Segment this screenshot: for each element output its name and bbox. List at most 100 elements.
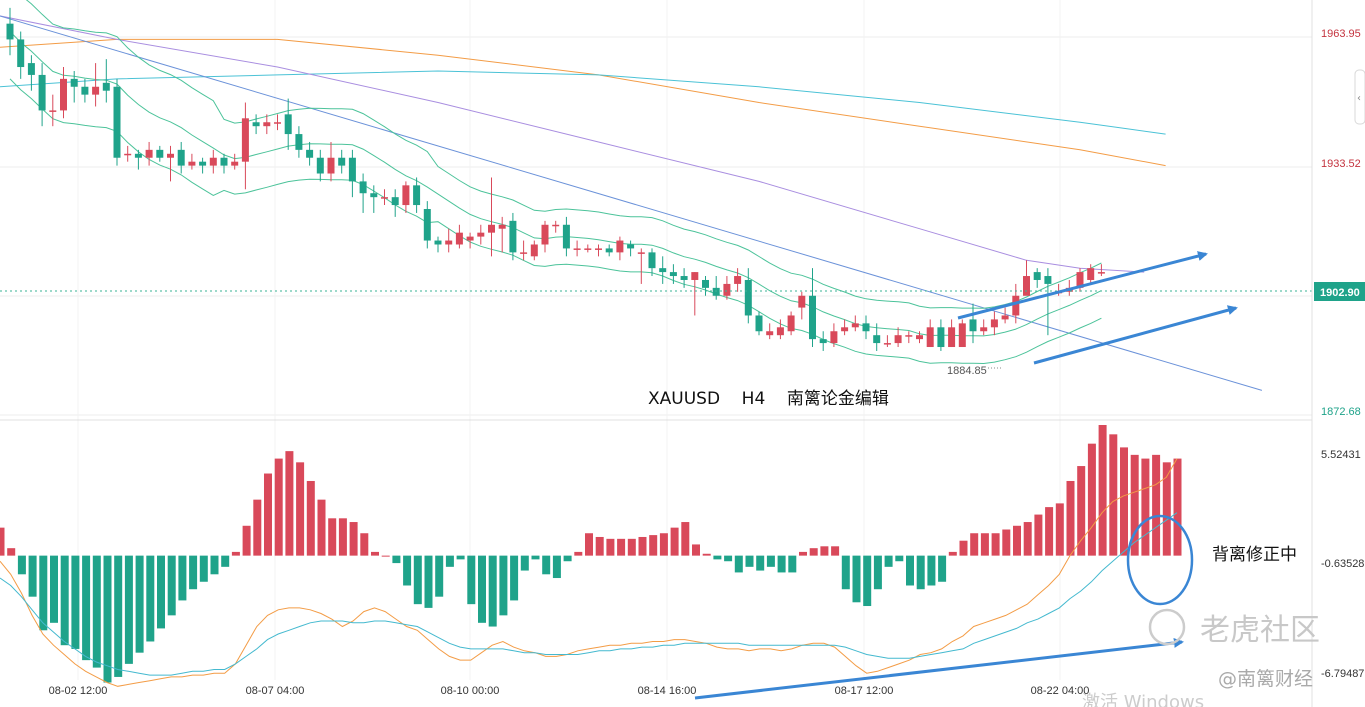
candle-body bbox=[755, 315, 763, 332]
brand-watermark: 老虎社区 bbox=[1200, 613, 1320, 648]
macd-histogram-bar bbox=[617, 538, 626, 556]
candle-body bbox=[327, 157, 335, 174]
macd-histogram-bar bbox=[456, 555, 465, 560]
candle-body bbox=[680, 276, 688, 280]
macd-histogram-bar bbox=[756, 555, 765, 571]
candle-body bbox=[841, 327, 849, 332]
macd-histogram-bar bbox=[253, 499, 262, 556]
candle-body bbox=[948, 327, 956, 348]
macd-histogram-bar bbox=[670, 527, 679, 556]
candle-body bbox=[926, 327, 934, 348]
macd-histogram-bar bbox=[17, 555, 26, 575]
macd-histogram-bar bbox=[959, 540, 968, 556]
candle-body bbox=[338, 157, 346, 166]
candle-body bbox=[605, 248, 613, 253]
candlesticks bbox=[6, 7, 1105, 351]
candle-body bbox=[306, 149, 314, 158]
candle-body bbox=[381, 197, 388, 199]
macd-histogram-bar bbox=[692, 544, 700, 556]
candle-body bbox=[712, 287, 720, 296]
candle-body bbox=[969, 319, 977, 332]
macd-histogram-bar bbox=[114, 555, 123, 677]
macd-histogram-bar bbox=[82, 555, 91, 661]
chart-annotation: XAUUSD H4 南篱论金编辑 bbox=[648, 389, 889, 409]
macd-histogram-bar bbox=[574, 551, 583, 556]
macd-histogram-bar bbox=[841, 555, 850, 590]
candle-body bbox=[488, 224, 495, 233]
macd-histogram-bar bbox=[360, 533, 369, 556]
macd-tick-label: -0.63528 bbox=[1321, 558, 1364, 570]
macd-histogram-bar bbox=[1141, 458, 1150, 556]
divergence-circle bbox=[1126, 514, 1194, 606]
macd-histogram-bar bbox=[1152, 454, 1161, 556]
macd-histogram-bar bbox=[1077, 466, 1086, 556]
candle-body bbox=[113, 86, 121, 158]
macd-histogram-bar bbox=[1002, 529, 1011, 556]
x-tick-label: 08-07 04:00 bbox=[246, 685, 305, 697]
candle-body bbox=[370, 193, 378, 198]
macd-histogram-bar bbox=[1055, 503, 1064, 556]
macd-dea-line bbox=[0, 512, 1178, 676]
candle-body bbox=[1087, 268, 1095, 280]
candle-body bbox=[402, 185, 410, 206]
candle-body bbox=[156, 149, 164, 158]
candle-body bbox=[81, 86, 89, 95]
macd-histogram-bar bbox=[831, 546, 840, 556]
macd-histogram-bar bbox=[413, 555, 422, 605]
candle-body bbox=[134, 153, 142, 158]
candle-body bbox=[49, 110, 57, 112]
macd-histogram-bar bbox=[435, 555, 444, 597]
macd-histogram-bar bbox=[392, 555, 401, 564]
macd-histogram-bar bbox=[1109, 434, 1118, 556]
macd-histogram-bar bbox=[328, 518, 337, 556]
candle-body bbox=[423, 209, 431, 241]
candle-body bbox=[1033, 272, 1041, 280]
candle-body bbox=[883, 343, 891, 345]
macd-histogram-bar bbox=[296, 462, 305, 556]
macd-histogram-bar bbox=[135, 555, 144, 653]
candle-body bbox=[209, 157, 217, 166]
macd-histogram-bar bbox=[92, 555, 101, 668]
candle-body bbox=[252, 122, 260, 127]
macd-histogram-bar bbox=[221, 555, 230, 567]
macd-histogram-bar bbox=[499, 555, 508, 616]
candle-body bbox=[798, 295, 806, 308]
macd-histogram-bar bbox=[713, 555, 722, 560]
windows-activation-watermark: 激活 Windows bbox=[1082, 692, 1204, 707]
candle-body bbox=[38, 74, 46, 111]
candle-body bbox=[359, 181, 367, 194]
candle-body bbox=[830, 331, 838, 344]
macd-histogram-bar bbox=[863, 555, 872, 607]
macd-histogram-bar bbox=[766, 555, 775, 567]
candle-body bbox=[284, 114, 292, 135]
macd-histogram-bar bbox=[627, 538, 636, 556]
candle-body bbox=[851, 323, 859, 328]
macd-histogram-bar bbox=[884, 555, 893, 567]
candle-body bbox=[541, 224, 549, 245]
macd-histogram-bar bbox=[948, 551, 957, 556]
candle-body bbox=[17, 39, 25, 68]
side-panel-toggle[interactable] bbox=[1354, 69, 1365, 125]
candle-body bbox=[92, 86, 100, 95]
candle-body bbox=[723, 283, 731, 296]
candle-body bbox=[167, 153, 174, 158]
macd-histogram-bar bbox=[264, 473, 272, 556]
x-tick-label: 08-17 12:00 bbox=[835, 685, 894, 697]
macd-histogram-bar bbox=[0, 527, 5, 556]
candle-body bbox=[958, 323, 966, 348]
macd-histogram-bar bbox=[799, 551, 807, 556]
macd-histogram-bar bbox=[585, 533, 593, 556]
macd-histogram-bar bbox=[980, 533, 989, 556]
ma-orange-line bbox=[0, 38, 1166, 167]
candle-body bbox=[744, 279, 752, 316]
candle-body bbox=[776, 327, 784, 336]
chevron-left-icon[interactable]: ‹ bbox=[1357, 93, 1361, 104]
tiger-logo-icon bbox=[1148, 608, 1186, 646]
macd-histogram-bar bbox=[724, 555, 733, 562]
candle-body bbox=[659, 268, 667, 273]
candle-body bbox=[124, 153, 132, 156]
candle-body bbox=[552, 224, 560, 227]
macd-histogram-bar bbox=[1023, 522, 1032, 556]
macd-histogram-bar bbox=[531, 555, 540, 560]
